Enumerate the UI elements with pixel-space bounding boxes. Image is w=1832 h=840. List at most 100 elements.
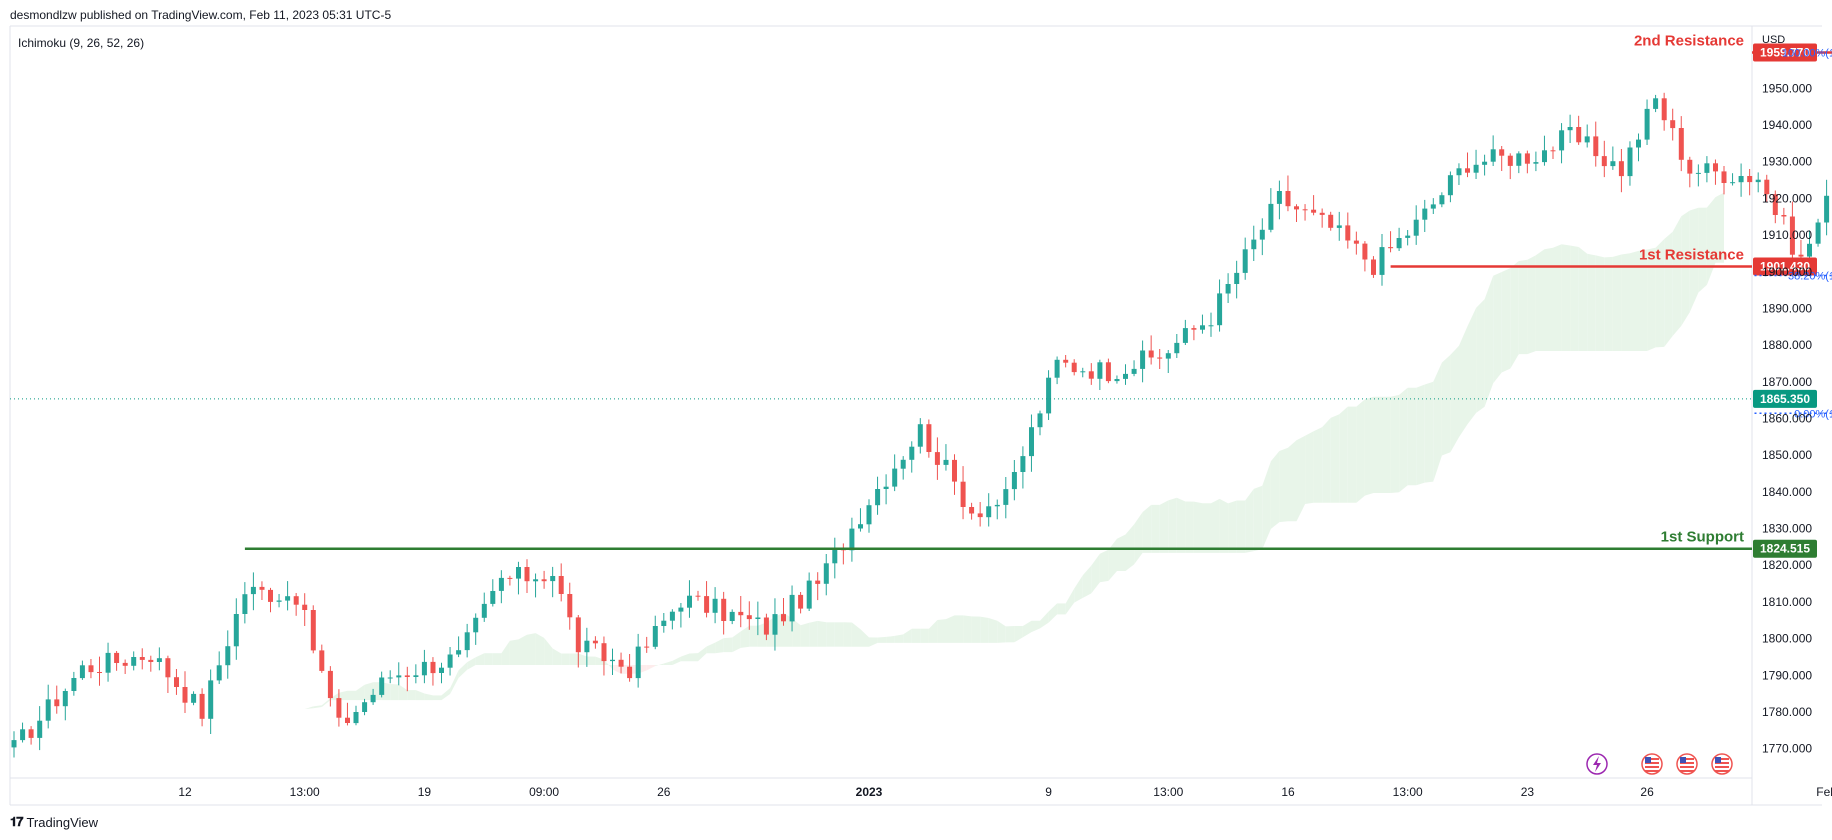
- cloud-segment: [509, 639, 519, 665]
- cloud-segment: [1364, 396, 1374, 496]
- cloud-segment: [1382, 396, 1391, 493]
- candle-body: [1678, 128, 1684, 160]
- cloud-segment: [475, 653, 485, 665]
- candle-body: [669, 611, 675, 621]
- cloud-segment: [997, 620, 1006, 643]
- cloud-segment: [646, 665, 656, 671]
- candle-body: [1259, 229, 1265, 240]
- price-axis[interactable]: 1770.000 1780.000 1790.000 1800.000 1810.000…: [1762, 81, 1812, 755]
- cloud-segment: [1176, 497, 1186, 553]
- cloud-segment: [612, 665, 622, 674]
- cloud-segment: [398, 684, 408, 701]
- us-flag-icon[interactable]: [1711, 753, 1733, 775]
- candle-body: [1191, 328, 1197, 330]
- candle-body: [310, 610, 316, 651]
- candle-body: [1824, 195, 1830, 223]
- candle-body: [1208, 325, 1214, 327]
- cloud-segment: [963, 615, 972, 643]
- cloud-segment: [860, 629, 869, 647]
- cloud-segment: [1647, 247, 1656, 351]
- brand-name: TradingView: [26, 814, 99, 830]
- cloud-segment: [1493, 272, 1502, 384]
- candle-body: [387, 677, 393, 679]
- candle-body: [1182, 328, 1188, 343]
- level-price-badge: [1753, 257, 1817, 276]
- cloud-segment: [1305, 431, 1314, 504]
- candle-body: [396, 675, 402, 678]
- price-tick-label: 1790.000: [1762, 668, 1812, 682]
- cloud-segment: [680, 653, 690, 662]
- cloud-segment: [817, 620, 827, 647]
- cloud-segment: [1681, 210, 1690, 326]
- candle-body: [1721, 171, 1727, 183]
- fib-label: 100.00%(1959.770): [1782, 48, 1832, 60]
- cloud-segment: [672, 656, 681, 665]
- candle-body: [1405, 235, 1411, 238]
- candle-body: [875, 489, 881, 506]
- level-1st-resistance[interactable]: 1st Resistance 1901.430: [1390, 247, 1817, 276]
- candle-body: [1336, 225, 1342, 228]
- tradingview-brand[interactable]: 𝟏𝟕 TradingView: [10, 814, 98, 830]
- price-tick-label: 1950.000: [1762, 81, 1812, 95]
- cloud-segment: [1313, 427, 1323, 503]
- candle-body: [1524, 153, 1530, 164]
- cloud-segment: [663, 660, 673, 665]
- cloud-segment: [1561, 244, 1571, 351]
- candle-body: [1148, 350, 1154, 358]
- candle-body: [1447, 175, 1453, 196]
- candle-body: [977, 513, 983, 518]
- candle-body: [302, 604, 308, 610]
- us-flag-icon[interactable]: [1676, 753, 1698, 775]
- indicator-label[interactable]: Ichimoku (9, 26, 52, 26): [18, 36, 145, 50]
- candle-body: [1294, 206, 1299, 210]
- candle-body: [11, 740, 17, 748]
- candle-body: [370, 694, 376, 703]
- price-tick-label: 1780.000: [1762, 705, 1812, 719]
- event-icons[interactable]: [1586, 753, 1733, 775]
- cloud-segment: [1270, 451, 1280, 529]
- candle-body: [1011, 472, 1017, 490]
- candle-body: [54, 699, 60, 707]
- candle-body: [533, 579, 539, 582]
- cloud-segment: [1031, 620, 1040, 633]
- cloud-segment: [1424, 381, 1434, 483]
- candle-body: [345, 717, 350, 723]
- candle-body: [242, 594, 248, 614]
- cloud-segment: [578, 653, 587, 665]
- candle-body: [1798, 254, 1804, 257]
- candle-body: [763, 617, 769, 635]
- candle-body: [20, 729, 26, 741]
- candle-body: [156, 658, 162, 662]
- cloud-segment: [740, 625, 750, 648]
- cloud-segment: [1553, 244, 1562, 351]
- candle-body: [550, 576, 556, 582]
- cloud-segment: [441, 688, 451, 701]
- level-2nd-resistance[interactable]: 2nd Resistance 1959.770: [1634, 33, 1832, 62]
- us-flag-icon[interactable]: [1641, 753, 1663, 775]
- cloud-segment: [236, 740, 245, 745]
- currency-label: USD: [1762, 34, 1786, 46]
- candle-body: [1071, 362, 1077, 373]
- candle-body: [1618, 161, 1624, 177]
- fibonacci-retracement[interactable]: 100.00%(1959.770) 38.20%(1898.996) 0.00%(1…: [1752, 48, 1832, 421]
- candle-body: [610, 659, 615, 662]
- candle-body: [1088, 371, 1094, 379]
- candle-body: [1234, 272, 1240, 284]
- candle-body: [994, 504, 1000, 507]
- candle-body: [379, 677, 385, 695]
- level-price-badge: [1753, 43, 1817, 62]
- price-tick-label: 1890.000: [1762, 302, 1812, 316]
- candle-body: [481, 603, 487, 618]
- candle-body: [114, 652, 120, 663]
- candle-body: [293, 596, 299, 605]
- candle-body: [233, 614, 239, 647]
- candle-body: [250, 586, 256, 595]
- candle-body: [960, 481, 966, 507]
- support-resistance-levels[interactable]: 2nd Resistance 1959.770 1st Resistance 1901…: [244, 33, 1832, 558]
- level-1st-support[interactable]: 1st Support 1824.515: [244, 529, 1817, 558]
- cloud-segment: [1630, 250, 1639, 351]
- price-tick-label: 1810.000: [1762, 595, 1812, 609]
- time-axis[interactable]: 12 13:00 19 09:00 26 2023 9 13:00 16 13:00 23 26 Feb…: [178, 785, 1832, 799]
- lightning-icon[interactable]: [1586, 753, 1608, 775]
